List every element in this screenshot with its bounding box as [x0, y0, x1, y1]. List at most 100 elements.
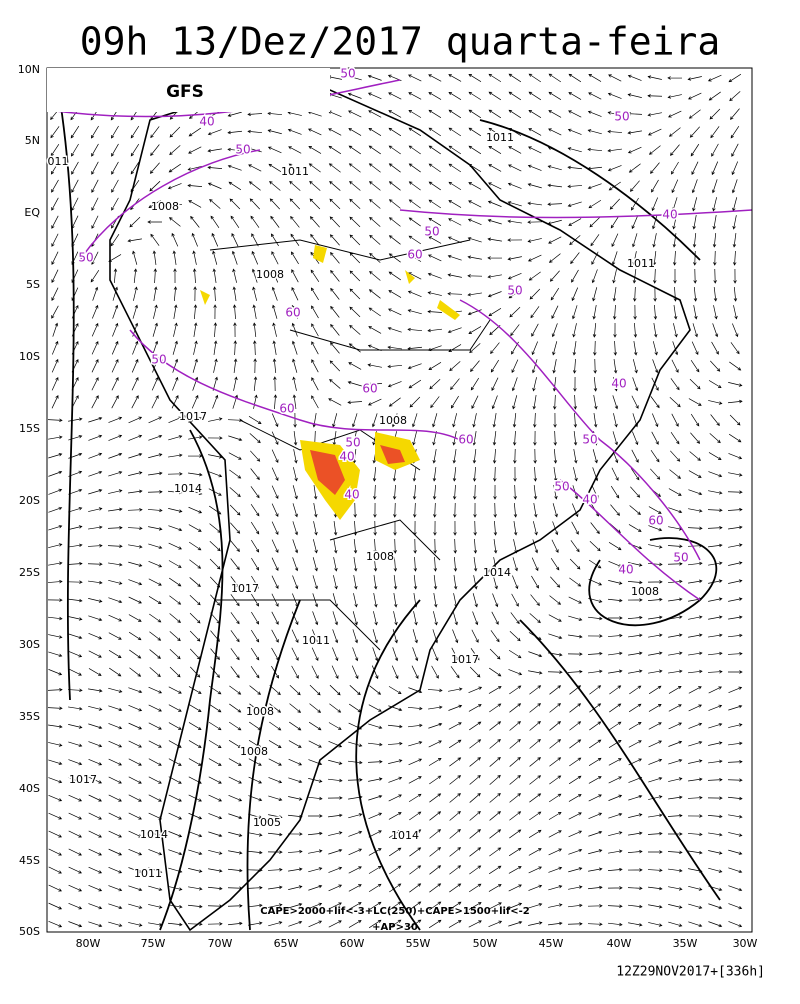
streamline-arrow [688, 633, 703, 638]
streamline-arrow [250, 503, 260, 517]
streamline-arrow [108, 687, 123, 693]
streamline-arrow [667, 76, 683, 80]
streamline-arrow [209, 198, 221, 209]
streamline-arrow [389, 883, 402, 893]
streamline-arrow [592, 323, 597, 338]
streamline-arrow [248, 776, 263, 784]
streamline-arrow [372, 629, 378, 644]
humidity-label: 50 [554, 480, 569, 494]
streamline-arrow [230, 648, 240, 661]
streamline-arrow [168, 831, 183, 838]
streamline-arrow [247, 147, 262, 153]
streamline-arrow [608, 794, 623, 801]
streamline-arrow [188, 489, 203, 495]
streamline-arrow [727, 490, 743, 494]
streamline-arrow [688, 759, 703, 764]
streamline-arrow [309, 180, 321, 191]
streamline-arrow [609, 198, 621, 210]
streamline-arrow [729, 414, 741, 426]
streamline-arrow [328, 741, 343, 748]
streamline-arrow [428, 92, 442, 100]
streamline-arrow [51, 376, 59, 391]
streamline-arrow [168, 904, 183, 909]
streamline-arrow [408, 74, 422, 82]
streamline-arrow [647, 580, 663, 584]
streamline-arrow [408, 163, 421, 173]
streamline-arrow [533, 485, 538, 500]
lat-label: 45S [19, 854, 40, 867]
streamline-arrow [207, 182, 222, 190]
streamline-arrow [308, 920, 323, 928]
streamline-arrow [668, 110, 682, 118]
streamline-arrow [468, 73, 482, 82]
streamline-arrow [672, 341, 679, 356]
streamline-arrow [408, 723, 423, 728]
streamline-arrow [271, 611, 279, 625]
streamline-arrow [249, 721, 262, 731]
streamline-arrow [571, 287, 579, 302]
streamline-arrow [692, 197, 698, 212]
streamline-arrow [88, 525, 103, 530]
streamline-arrow [373, 520, 377, 536]
streamline-arrow [108, 597, 123, 604]
streamline-arrow [48, 848, 62, 856]
streamline-arrow [68, 830, 82, 838]
title: 09h 13/Dez/2017 quarta-feira [80, 20, 721, 64]
streamline-arrow [708, 759, 723, 764]
streamline-arrow [692, 215, 697, 230]
streamline-arrow [128, 740, 142, 748]
streamline-arrow [588, 794, 602, 802]
streamline-arrow [148, 794, 162, 802]
streamline-arrow [88, 758, 103, 766]
streamline-arrow [348, 866, 362, 874]
streamline-arrow [293, 449, 298, 464]
streamline-arrow [608, 598, 623, 603]
streamline-arrow [251, 539, 260, 553]
streamline-arrow [532, 539, 539, 554]
streamline-arrow [289, 703, 302, 713]
streamline-arrow [288, 814, 303, 819]
streamline-arrow [711, 179, 718, 194]
streamline-arrow [412, 467, 417, 482]
streamline-arrow [68, 543, 83, 548]
streamline-arrow [388, 308, 402, 316]
streamline-arrow [48, 812, 63, 820]
streamline-arrow [633, 341, 638, 356]
humidity-label: 40 [618, 563, 633, 577]
streamline-arrow [708, 850, 723, 855]
streamline-arrow [148, 560, 163, 568]
streamline-arrow [488, 182, 502, 190]
streamline-arrow [569, 703, 582, 713]
streamline-arrow [732, 233, 737, 248]
streamline-arrow [668, 127, 681, 137]
humidity-label: 40 [339, 450, 354, 464]
streamline-arrow [372, 467, 377, 482]
streamline-arrow [712, 215, 717, 230]
streamline-arrow [589, 685, 602, 695]
streamline-arrow [468, 326, 482, 334]
streamline-arrow [388, 217, 401, 227]
streamline-arrow [652, 215, 658, 230]
streamline-arrow [607, 129, 623, 134]
streamline-arrow [487, 237, 502, 242]
streamline-arrow [708, 471, 723, 478]
streamline-arrow [212, 250, 218, 265]
streamline-arrow [428, 919, 442, 929]
streamline-arrow [132, 304, 138, 319]
streamline-arrow [273, 394, 278, 410]
streamline-arrow [651, 179, 659, 193]
streamline-arrow [450, 378, 460, 390]
streamline-arrow [488, 920, 503, 928]
streamline-arrow [529, 739, 541, 749]
streamline-arrow [690, 359, 700, 373]
streamline-arrow [428, 757, 442, 766]
isobar-label: 1017 [451, 653, 479, 666]
streamline-arrow [470, 377, 480, 391]
streamline-arrow [252, 304, 257, 319]
streamline-arrow [47, 598, 63, 602]
streamline-arrow [688, 722, 703, 729]
streamline-arrow [528, 146, 542, 154]
streamline-arrow [228, 850, 243, 855]
lon-label: 70W [208, 937, 233, 950]
